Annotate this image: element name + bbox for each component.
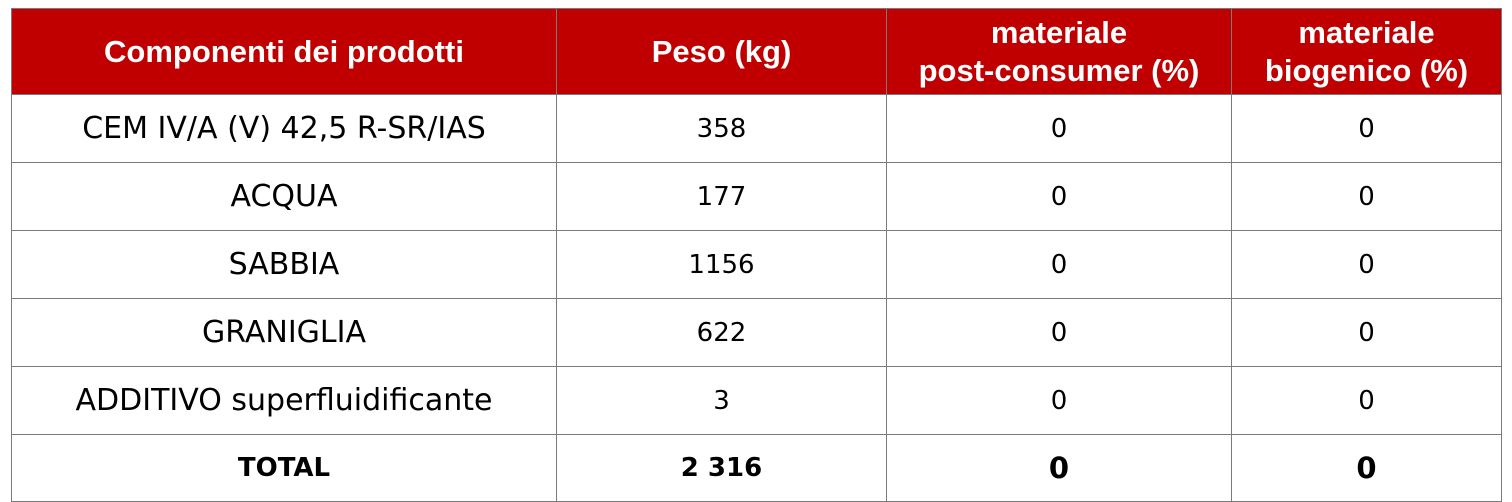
component-name: ACQUA [11,162,557,231]
component-biogenic: 0 [1231,94,1502,163]
component-weight: 622 [556,298,887,367]
component-weight: 177 [556,162,887,231]
total-weight: 2 316 [556,434,887,502]
header-weight-text: Peso (kg) [651,33,792,69]
component-post-consumer: 0 [886,298,1232,367]
components-table-wrapper: Componenti dei prodotti Peso (kg) materi… [11,8,1502,502]
component-weight: 1156 [556,230,887,299]
total-biogenic: 0 [1231,434,1502,502]
header-components-text: Componenti dei prodotti [104,33,464,69]
header-biogenic-line1: materiale [1298,14,1435,50]
component-name: SABBIA [11,230,557,299]
total-row: TOTAL 2 316 0 0 [11,434,1502,502]
total-label: TOTAL [11,434,557,502]
component-biogenic: 0 [1231,298,1502,367]
header-row: Componenti dei prodotti Peso (kg) materi… [11,8,1502,95]
table-row: GRANIGLIA 622 0 0 [11,298,1502,367]
component-biogenic: 0 [1231,230,1502,299]
component-name: ADDITIVO superfluidificante [11,366,557,435]
component-biogenic: 0 [1231,162,1502,231]
component-biogenic: 0 [1231,366,1502,435]
header-post-consumer: materiale post-consumer (%) [886,8,1232,95]
header-post-consumer-line1: materiale [990,14,1128,50]
product-components-table: Componenti dei prodotti Peso (kg) materi… [11,8,1502,502]
table-row: ADDITIVO superfluidificante 3 0 0 [11,366,1502,435]
total-post-consumer: 0 [886,434,1232,502]
table-row: CEM IV/A (V) 42,5 R-SR/IAS 358 0 0 [11,94,1502,163]
table-row: SABBIA 1156 0 0 [11,230,1502,299]
component-post-consumer: 0 [886,366,1232,435]
header-biogenic-line2: biogenico (%) [1264,52,1469,88]
component-post-consumer: 0 [886,94,1232,163]
component-post-consumer: 0 [886,230,1232,299]
component-weight: 3 [556,366,887,435]
header-components: Componenti dei prodotti [11,8,557,95]
component-weight: 358 [556,94,887,163]
header-biogenic: materiale biogenico (%) [1231,8,1502,95]
header-weight: Peso (kg) [556,8,887,95]
component-post-consumer: 0 [886,162,1232,231]
component-name: CEM IV/A (V) 42,5 R-SR/IAS [11,94,557,163]
table-row: ACQUA 177 0 0 [11,162,1502,231]
component-name: GRANIGLIA [11,298,557,367]
header-post-consumer-line2: post-consumer (%) [918,52,1200,88]
